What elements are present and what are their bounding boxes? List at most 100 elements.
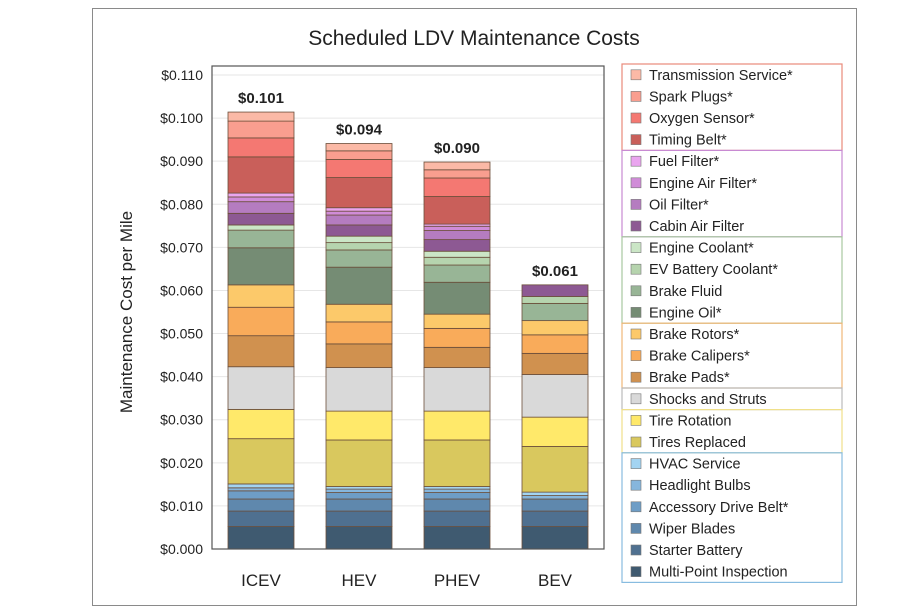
bar-segment [423,488,491,493]
legend-item-label: Shocks and Struts [649,392,767,408]
legend-item-label: Multi-Point Inspection [649,565,788,581]
legend-item-label: EV Battery Coolant* [649,262,778,278]
legend-swatch [630,263,642,275]
legend-swatch [630,177,642,189]
legend-swatch [630,415,642,426]
legend-item-label: Engine Coolant* [649,241,754,257]
bar-segment [521,510,589,527]
x-tick-label: BEV [538,571,573,590]
legend-swatch [630,69,642,81]
legend-item-label: HVAC Service [649,457,741,473]
legend-item-label: Spark Plugs* [649,89,733,105]
bar-segment [227,487,295,492]
bar-segment [325,303,393,323]
bar-segment [521,446,589,493]
bar-segment [325,150,393,160]
bar-segment [423,177,491,197]
legend-item-label: Engine Air Filter* [649,176,757,192]
chart-title: Scheduled LDV Maintenance Costs [308,27,640,50]
legend-swatch [630,544,642,556]
bar-segment [423,439,491,487]
legend-item-label: Engine Oil* [649,305,722,321]
y-tick-label: $0.080 [160,196,203,212]
bar-segment [227,229,295,249]
legend-item-label: Brake Pads* [649,370,730,386]
bar-segment [423,492,491,500]
bar-segment [325,207,393,212]
legend-swatch [630,501,642,513]
bar-segment [521,334,589,354]
bar-segment [227,247,295,286]
bar-segment [325,249,393,268]
bar-segment [423,250,491,258]
legend-swatch [630,436,642,448]
bar-segment [325,143,393,152]
bar-segment [227,306,295,337]
legend-item-label: Brake Fluid [649,284,722,300]
bar-segment [325,492,393,500]
legend-item-label: Fuel Filter* [649,154,719,170]
bar-segment [521,374,589,418]
bar-segment [227,111,295,122]
bar-segment [227,120,295,139]
bar-segment [423,256,491,266]
plot-area-border [211,65,605,550]
bar-segment [521,320,589,336]
bar-segment [423,410,491,441]
y-tick-label: $0.110 [161,67,203,83]
bar-segment [325,526,393,550]
legend-item-label: Oxygen Sensor* [649,111,755,127]
legend-swatch [630,112,642,124]
bar-segment [325,177,393,209]
bar-segment [423,230,491,241]
y-tick-label: $0.030 [160,412,203,428]
bar-segment [521,302,589,322]
bar-segment [227,156,295,194]
legend-item-label: Timing Belt* [649,133,727,149]
bar-segment [227,438,295,485]
bar-segment [521,491,589,496]
bar-total-label: $0.101 [238,90,284,107]
x-tick-label: ICEV [241,571,281,590]
legend-group-box [621,452,843,583]
bar-segment [227,284,295,308]
bar-segment [227,510,295,527]
legend-item-label: Brake Calipers* [649,349,750,365]
bar-total-label: $0.094 [336,122,383,139]
y-tick-label: $0.090 [160,153,203,169]
bar-segment [423,196,491,225]
bar-segment [227,498,295,512]
bar-segment [423,225,491,231]
bar-segment [423,327,491,348]
y-tick-label: $0.050 [160,326,203,342]
legend-swatch [630,328,642,340]
bar-segment [423,161,491,171]
y-tick-label: $0.100 [160,110,203,126]
bar-segment [325,488,393,493]
bar-segment [325,410,393,441]
bar-segment [325,321,393,345]
bar-segment [423,313,491,329]
bar-segment [423,498,491,512]
legend-item-label: Tire Rotation [649,413,731,429]
legend-swatch [630,566,642,577]
bar-segment [325,343,393,368]
legend-swatch [630,220,642,232]
bar-segment [325,235,393,244]
bar-segment [325,210,393,216]
bar-segment [423,281,491,315]
bar-segment [423,239,491,252]
bar-segment [423,169,491,179]
bar-segment [423,264,491,283]
legend-swatch [630,199,642,210]
bar-segment [325,224,393,237]
legend-swatch [630,91,642,102]
legend-swatch [630,350,642,361]
bar-segment [325,159,393,178]
bar-segment [325,439,393,487]
bar-segment [227,526,295,550]
bar-segment [521,284,589,297]
bar-segment [423,526,491,550]
legend-swatch [630,523,642,534]
x-tick-label: HEV [342,571,378,590]
